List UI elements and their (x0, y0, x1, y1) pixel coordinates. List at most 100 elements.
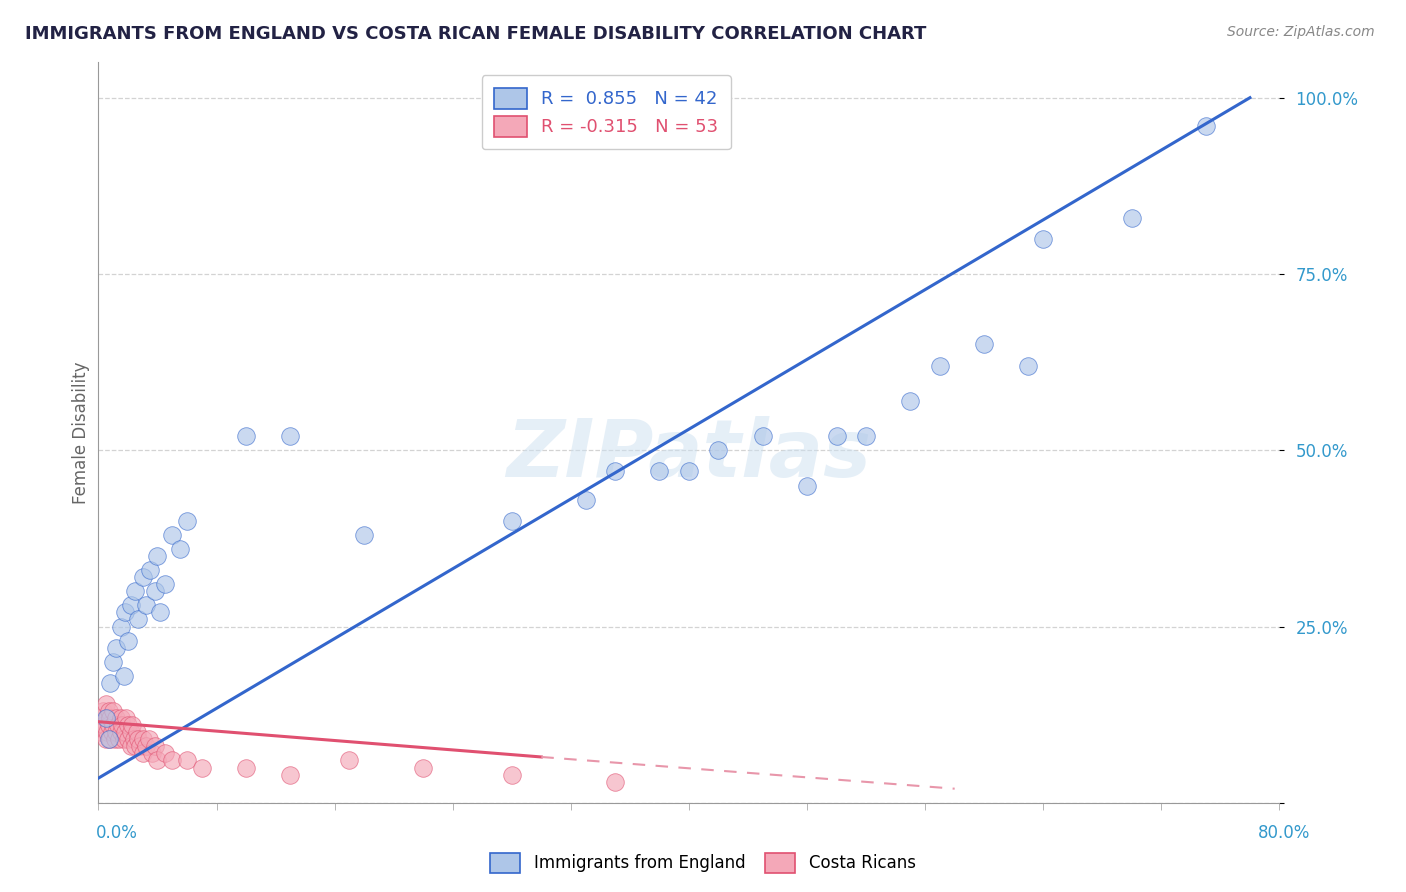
Point (1018, 359, 1040, 373)
Point (117, 718, 139, 732)
Point (96, 711, 118, 725)
Point (139, 563, 162, 577)
Point (124, 739, 146, 754)
Point (707, 443, 730, 458)
Point (122, 732, 145, 747)
Point (339, 754, 361, 768)
Point (105, 711, 128, 725)
Point (280, 429, 302, 443)
Point (169, 541, 191, 556)
Point (1032, 232, 1054, 246)
Point (143, 584, 166, 599)
Point (108, 732, 131, 747)
Point (114, 725, 136, 739)
Point (138, 732, 160, 747)
Point (117, 732, 139, 747)
Point (141, 747, 163, 761)
Point (1121, 211, 1143, 225)
Point (235, 760, 257, 774)
Point (153, 747, 176, 761)
Point (105, 725, 128, 739)
Legend: Immigrants from England, Costa Ricans: Immigrants from England, Costa Ricans (484, 847, 922, 880)
Point (111, 718, 134, 732)
Point (648, 464, 671, 478)
Point (191, 760, 214, 774)
Point (146, 549, 169, 563)
Point (176, 514, 198, 528)
Point (176, 754, 198, 768)
Point (501, 514, 523, 528)
Point (105, 640, 128, 655)
Point (112, 669, 135, 683)
Point (575, 492, 598, 507)
Point (1195, 119, 1218, 133)
Point (96, 725, 118, 739)
Point (97, 704, 120, 718)
Point (121, 718, 143, 732)
Point (97, 718, 120, 732)
Point (120, 599, 142, 613)
Point (104, 732, 127, 747)
Point (605, 774, 627, 789)
Point (100, 725, 122, 739)
Point (103, 704, 125, 718)
Point (353, 528, 375, 542)
Point (90, 725, 112, 739)
Point (929, 359, 952, 373)
Point (110, 619, 132, 633)
Point (120, 725, 142, 739)
Point (91, 704, 114, 718)
Point (117, 633, 139, 648)
Text: 80.0%: 80.0% (1258, 824, 1310, 842)
Point (114, 606, 136, 620)
Point (110, 711, 132, 725)
Point (132, 732, 155, 747)
Text: 0.0%: 0.0% (96, 824, 138, 842)
Point (127, 612, 149, 626)
Point (973, 337, 995, 351)
Point (94, 711, 117, 725)
Y-axis label: Female Disability: Female Disability (72, 361, 90, 504)
Text: Source: ZipAtlas.com: Source: ZipAtlas.com (1227, 25, 1375, 39)
Point (855, 429, 877, 443)
Point (149, 606, 172, 620)
Point (135, 599, 157, 613)
Point (146, 754, 169, 768)
Point (98, 676, 121, 690)
Text: IMMIGRANTS FROM ENGLAND VS COSTA RICAN FEMALE DISABILITY CORRELATION CHART: IMMIGRANTS FROM ENGLAND VS COSTA RICAN F… (25, 25, 927, 43)
Point (107, 718, 129, 732)
Point (112, 732, 135, 747)
Point (752, 429, 775, 443)
Point (678, 464, 700, 478)
Point (87, 711, 110, 725)
Point (132, 570, 155, 584)
Point (115, 711, 138, 725)
Point (162, 754, 183, 768)
Point (120, 739, 142, 754)
Text: ZIPatlas: ZIPatlas (506, 416, 872, 494)
Point (127, 732, 149, 747)
Point (501, 767, 523, 781)
Point (98, 732, 121, 747)
Point (132, 747, 155, 761)
Point (128, 739, 150, 754)
Point (825, 429, 848, 443)
Point (412, 760, 434, 774)
Point (796, 478, 818, 492)
Point (280, 767, 302, 781)
Point (103, 655, 125, 669)
Point (98, 711, 121, 725)
Point (135, 739, 157, 754)
Point (124, 584, 146, 599)
Point (162, 528, 183, 542)
Point (605, 464, 627, 478)
Point (103, 718, 125, 732)
Point (93, 718, 115, 732)
Point (94, 732, 117, 747)
Point (235, 429, 257, 443)
Point (97, 732, 120, 747)
Point (110, 725, 132, 739)
Legend: R =  0.855   N = 42, R = -0.315   N = 53: R = 0.855 N = 42, R = -0.315 N = 53 (482, 75, 731, 149)
Point (94, 697, 117, 711)
Point (900, 393, 922, 408)
